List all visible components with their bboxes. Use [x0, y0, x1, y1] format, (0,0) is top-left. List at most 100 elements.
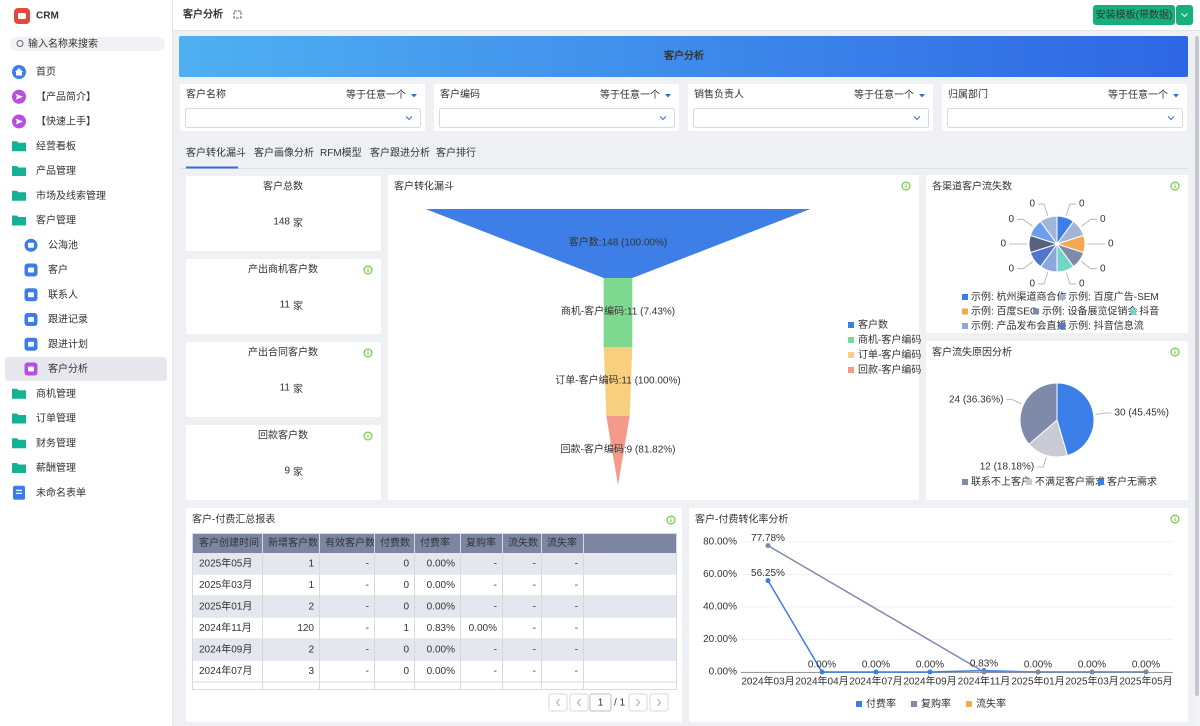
data-label: 0.00% [808, 660, 836, 671]
filter-mode-caret [411, 94, 417, 98]
tab[interactable]: 客户画像分析 [254, 146, 314, 159]
table-cell: 1 [308, 580, 314, 591]
menu-item[interactable]: 经营看板 [36, 139, 76, 152]
table-cell: - [366, 666, 369, 677]
table-cell: - [494, 666, 497, 677]
menu-item[interactable]: 联系人 [48, 289, 78, 301]
tab[interactable]: 客户跟进分析 [370, 146, 430, 159]
legend-swatch [1059, 294, 1066, 300]
page-arrow [636, 698, 641, 707]
icon-folder [12, 388, 26, 399]
pie-slice [1039, 215, 1058, 246]
table-cell: - [533, 623, 536, 634]
menu-item[interactable]: 薪酬管理 [36, 461, 76, 474]
filter-mode[interactable]: 等于任意一个 [1108, 88, 1168, 101]
page-input[interactable] [589, 693, 612, 712]
menu-item[interactable]: 跟进计划 [48, 337, 88, 350]
pie-slice [1028, 419, 1069, 458]
fullscreen-icon[interactable] [233, 10, 242, 19]
app-logo-mark [18, 13, 26, 19]
table-cell: 2025年01月 [199, 600, 252, 613]
filter-mode[interactable]: 等于任意一个 [346, 88, 406, 101]
filter-mode[interactable]: 等于任意一个 [854, 88, 914, 101]
page-button[interactable] [628, 693, 648, 712]
menu-item[interactable]: 产品管理 [36, 164, 76, 177]
install-button-label[interactable]: 安装模板(带数据) [1096, 8, 1173, 21]
info-circle [666, 515, 676, 525]
filter-select[interactable] [185, 108, 421, 128]
line-panel [689, 508, 1188, 722]
info-dot [367, 433, 369, 435]
label-line [1065, 272, 1076, 285]
filter-select[interactable] [439, 108, 675, 128]
banner-title: 客户分析 [663, 49, 704, 62]
tab[interactable]: 客户排行 [436, 146, 476, 159]
table-header [193, 534, 676, 553]
icon-glyph [28, 242, 34, 248]
pie-label: 0 [1008, 263, 1014, 274]
menu-item[interactable]: 客户分析 [48, 362, 88, 375]
tab[interactable]: RFM模型 [320, 146, 362, 159]
funnel-label: 回款-客户编码:9 (81.82%) [560, 443, 675, 456]
icon-glyph [15, 118, 23, 125]
menu-item[interactable]: 财务管理 [36, 436, 76, 449]
table-cell: 0 [403, 559, 409, 570]
table-cell: 3 [308, 666, 314, 677]
legend-swatch [1098, 479, 1104, 485]
info-dot [367, 350, 369, 352]
page-button[interactable] [548, 693, 568, 712]
kpi-title: 客户总数 [263, 180, 303, 193]
table-cell: 0 [403, 645, 409, 656]
menu-icon [12, 215, 26, 226]
label-line [1038, 203, 1049, 216]
table-cell: 0.00% [427, 666, 455, 677]
icon-folder [12, 166, 26, 176]
menu-item[interactable]: 未命名表单 [36, 486, 86, 499]
legend-label: 示例: 抖音信息流 [1068, 319, 1144, 332]
data-label: 77.78% [751, 533, 785, 544]
menu-item[interactable]: 跟进记录 [48, 314, 88, 326]
install-dropdown[interactable] [1176, 5, 1193, 25]
menu-item[interactable]: 【快速上手】 [36, 115, 96, 128]
menu-icon [24, 362, 38, 376]
filter-select[interactable] [947, 108, 1183, 128]
menu-item[interactable]: 商机管理 [36, 387, 76, 400]
menu-icon [24, 288, 38, 302]
menu-item[interactable]: 首页 [36, 65, 56, 78]
kpi-unit: 家 [293, 217, 303, 230]
table-cell: - [575, 559, 578, 570]
filter-mode[interactable]: 等于任意一个 [600, 88, 660, 101]
menu-item[interactable]: 【产品简介】 [36, 90, 96, 103]
menu-item[interactable]: 订单管理 [36, 412, 76, 425]
install-button[interactable] [1093, 5, 1175, 25]
menu-item[interactable]: 客户 [48, 263, 68, 276]
info-icon [363, 348, 373, 358]
legend-label: 示例: 杭州渠道商合作 [971, 290, 1067, 303]
pie-label: 0 [1100, 263, 1106, 274]
legend-label: 联系不上客户 [971, 475, 1031, 488]
info-dot [1174, 349, 1176, 351]
search-box[interactable] [10, 37, 165, 51]
page-button[interactable] [649, 693, 669, 712]
chevron [1167, 116, 1175, 121]
menu-icon [24, 263, 38, 277]
icon-folder [12, 463, 26, 473]
icon-glyph [15, 68, 23, 76]
data-label: 0.83% [970, 658, 998, 669]
filter-select[interactable] [693, 108, 929, 128]
menu-item[interactable]: 客户管理 [36, 214, 76, 227]
info-dot [905, 183, 907, 185]
menu-icon [12, 388, 26, 399]
kpi-card [186, 425, 381, 500]
menu-icon [13, 485, 25, 500]
tab[interactable]: 客户转化漏斗 [186, 146, 246, 159]
table-cell: - [494, 580, 497, 591]
page-button[interactable] [569, 693, 589, 712]
label-line [1017, 218, 1033, 227]
menu-icon [12, 413, 26, 424]
menu-item[interactable]: 市场及线索管理 [36, 189, 106, 202]
page-title: 客户分析 [182, 8, 223, 21]
menu-item[interactable]: 公海池 [48, 238, 78, 251]
x-tick-label: 2024年11月 [958, 675, 1011, 688]
